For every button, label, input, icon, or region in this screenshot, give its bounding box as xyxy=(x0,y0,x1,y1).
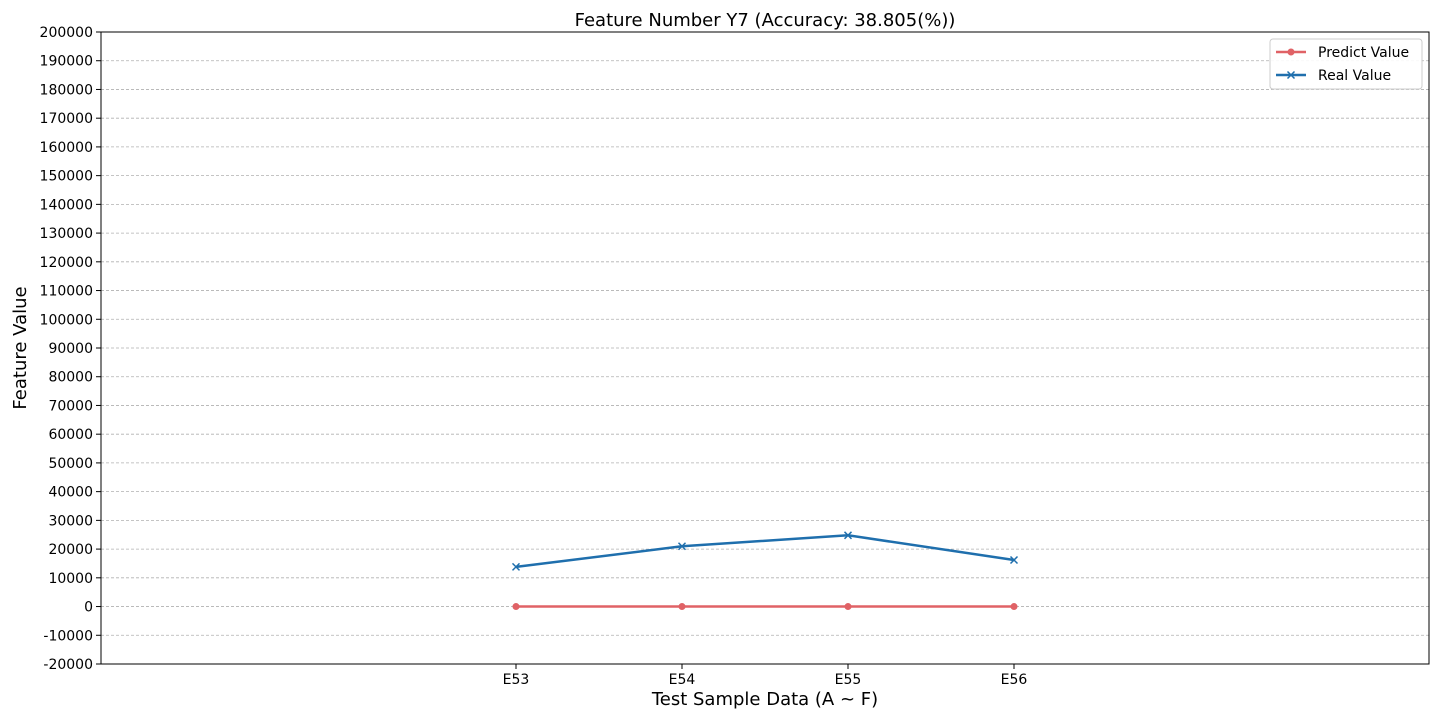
y-tick-label: 160000 xyxy=(40,140,93,156)
y-tick-label: 180000 xyxy=(40,82,93,98)
y-tick-label: 140000 xyxy=(40,197,93,213)
y-tick-label: 80000 xyxy=(48,370,93,386)
y-tick-label: -10000 xyxy=(43,628,93,644)
legend-marker xyxy=(1286,70,1296,80)
plot-frame xyxy=(100,31,1430,665)
y-tick-label: 100000 xyxy=(40,312,93,328)
y-tick-label: 150000 xyxy=(40,169,93,185)
legend-marker xyxy=(1287,48,1295,56)
x-axis-ticks: E53 E54 E55 E56 xyxy=(503,664,1028,688)
legend-label: Real Value xyxy=(1318,68,1391,84)
legend: Predict Value Real Value xyxy=(1269,38,1423,90)
data-point xyxy=(678,603,686,611)
legend-label: Predict Value xyxy=(1318,45,1409,61)
y-tick-label: 110000 xyxy=(40,284,93,300)
y-tick-label: 20000 xyxy=(48,542,93,558)
x-tick-label: E55 xyxy=(835,672,862,688)
y-tick-label: 30000 xyxy=(48,513,93,529)
y-tick-label: -20000 xyxy=(43,657,93,673)
legend-box xyxy=(1269,38,1423,90)
grid-lines xyxy=(101,31,1429,665)
series-line xyxy=(515,534,1015,569)
legend-item: Predict Value xyxy=(1276,45,1409,61)
y-tick-label: 130000 xyxy=(40,226,93,242)
data-point xyxy=(677,542,687,551)
y-tick-label: 10000 xyxy=(48,571,93,587)
data-point xyxy=(512,603,520,611)
y-axis-label: Feature Value xyxy=(10,286,31,409)
y-tick-label: 170000 xyxy=(40,111,93,127)
series-real-value xyxy=(511,531,1019,571)
y-tick-label: 190000 xyxy=(40,54,93,70)
series-lines xyxy=(511,531,1019,611)
y-axis-ticks: -20000 -10000 0 10000 20000 30000 40000 50000 60… xyxy=(40,25,101,673)
y-tick-label: 0 xyxy=(84,600,93,616)
y-tick-label: 40000 xyxy=(48,485,93,501)
chart-title: Feature Number Y7 (Accuracy: 38.805(%)) xyxy=(575,10,956,31)
y-tick-label: 60000 xyxy=(48,427,93,443)
data-point xyxy=(1010,603,1018,611)
series-predict-value xyxy=(512,603,1018,611)
x-tick-label: E54 xyxy=(669,672,696,688)
data-point xyxy=(1009,555,1019,565)
y-tick-label: 50000 xyxy=(48,456,93,472)
y-tick-label: 90000 xyxy=(48,341,93,357)
x-tick-label: E53 xyxy=(503,672,530,688)
data-point xyxy=(511,562,521,571)
x-tick-label: E56 xyxy=(1001,672,1028,688)
data-point xyxy=(844,603,852,611)
y-tick-label: 200000 xyxy=(40,25,93,41)
y-tick-label: 120000 xyxy=(40,255,93,271)
x-axis-label: Test Sample Data (A ~ F) xyxy=(651,689,878,710)
legend-item: Real Value xyxy=(1276,68,1391,84)
data-point xyxy=(843,531,853,540)
y-tick-label: 70000 xyxy=(48,398,93,414)
